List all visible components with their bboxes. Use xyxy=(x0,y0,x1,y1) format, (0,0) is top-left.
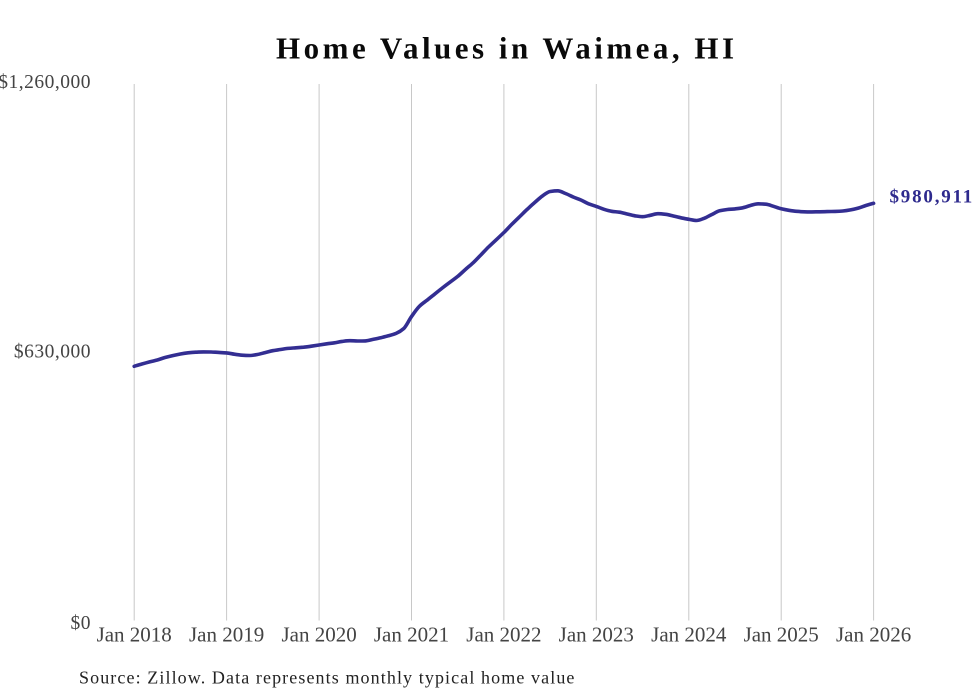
svg-text:Jan 2019: Jan 2019 xyxy=(189,623,264,647)
svg-text:Jan 2018: Jan 2018 xyxy=(97,623,172,647)
svg-text:Jan 2026: Jan 2026 xyxy=(836,623,911,647)
svg-text:Jan 2020: Jan 2020 xyxy=(281,623,356,647)
svg-text:Jan 2021: Jan 2021 xyxy=(374,623,449,647)
svg-text:Source: Zillow. Data represent: Source: Zillow. Data represents monthly … xyxy=(79,668,576,688)
svg-text:Jan 2025: Jan 2025 xyxy=(744,623,819,647)
svg-text:$1,260,000: $1,260,000 xyxy=(0,72,91,93)
svg-text:Jan 2023: Jan 2023 xyxy=(559,623,634,647)
svg-text:$630,000: $630,000 xyxy=(14,342,91,363)
svg-text:$980,911: $980,911 xyxy=(890,187,975,208)
svg-text:Jan 2022: Jan 2022 xyxy=(466,623,541,647)
svg-text:Jan 2024: Jan 2024 xyxy=(651,623,727,647)
svg-text:$0: $0 xyxy=(71,613,92,634)
svg-text:Home Values in Waimea, HI: Home Values in Waimea, HI xyxy=(276,31,738,66)
